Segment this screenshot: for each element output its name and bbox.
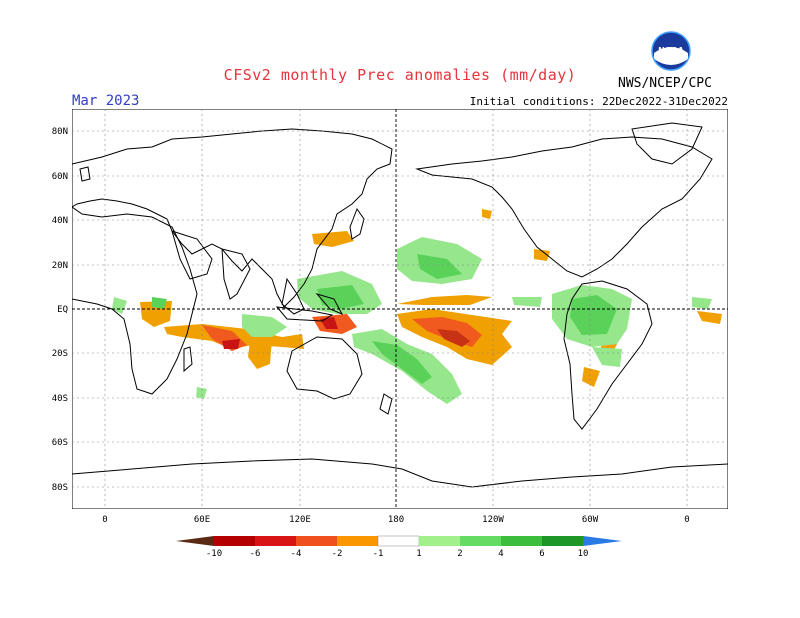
colorbar-swatch — [542, 536, 583, 546]
lon-label: 0 — [684, 515, 689, 525]
colorbar-swatch — [419, 536, 460, 546]
lat-label: 20N — [52, 261, 68, 271]
lon-label: 120W — [482, 515, 504, 525]
lat-label: 40S — [52, 394, 68, 404]
colorbar-label: -1 — [373, 549, 384, 559]
colorbar-label: -10 — [206, 549, 222, 559]
noaa-logo-icon: NOAA — [651, 31, 691, 71]
lat-axis: 80N 60N 40N 20N EQ 20S 40S 60S 80S — [52, 127, 68, 493]
chart-title: CFSv2 monthly Prec anomalies (mm/day) — [223, 66, 577, 84]
coastlines — [72, 122, 728, 488]
colorbar-swatch — [214, 536, 255, 546]
colorbar-label: 4 — [498, 549, 503, 559]
lat-label: 80N — [52, 127, 68, 137]
colorbar-label: 6 — [539, 549, 544, 559]
wet-anomalies — [112, 237, 712, 404]
logo-text: NOAA — [658, 46, 684, 55]
world-map — [72, 109, 728, 509]
colorbar-arrow-left — [176, 536, 214, 546]
lon-label: 120E — [289, 515, 311, 525]
dry-anomalies — [140, 209, 722, 387]
lat-label: 60N — [52, 172, 68, 182]
agency-label: NWS/NCEP/CPC — [618, 76, 712, 91]
reference-lines — [72, 109, 728, 509]
lat-label: 80S — [52, 483, 68, 493]
lon-label: 60W — [582, 515, 599, 525]
lon-label: 180 — [388, 515, 404, 525]
colorbar-label: -2 — [332, 549, 343, 559]
lat-label: 60S — [52, 438, 68, 448]
lon-label: 60E — [194, 515, 210, 525]
initial-conditions: Initial conditions: 22Dec2022-31Dec2022 — [469, 95, 728, 108]
colorbar-label: -4 — [291, 549, 302, 559]
colorbar-label: 1 — [416, 549, 421, 559]
lat-label: EQ — [57, 305, 68, 315]
lat-label: 40N — [52, 216, 68, 226]
colorbar-swatch — [255, 536, 296, 546]
colorbar-legend: -10 -6 -4 -2 -1 1 2 4 6 10 — [176, 535, 622, 559]
colorbar-swatch — [337, 536, 378, 546]
colorbar-swatch — [296, 536, 337, 546]
forecast-month: Mar 2023 — [72, 93, 140, 109]
colorbar-label: 10 — [578, 549, 589, 559]
lon-label: 0 — [102, 515, 107, 525]
colorbar-label: -6 — [250, 549, 261, 559]
colorbar-arrow-right — [583, 536, 622, 546]
colorbar-swatch — [501, 536, 542, 546]
colorbar-swatch — [460, 536, 501, 546]
colorbar-label: 2 — [457, 549, 462, 559]
lat-label: 20S — [52, 349, 68, 359]
lon-axis: 0 60E 120E 180 120W 60W 0 — [102, 515, 689, 525]
colorbar-swatch — [377, 535, 420, 547]
